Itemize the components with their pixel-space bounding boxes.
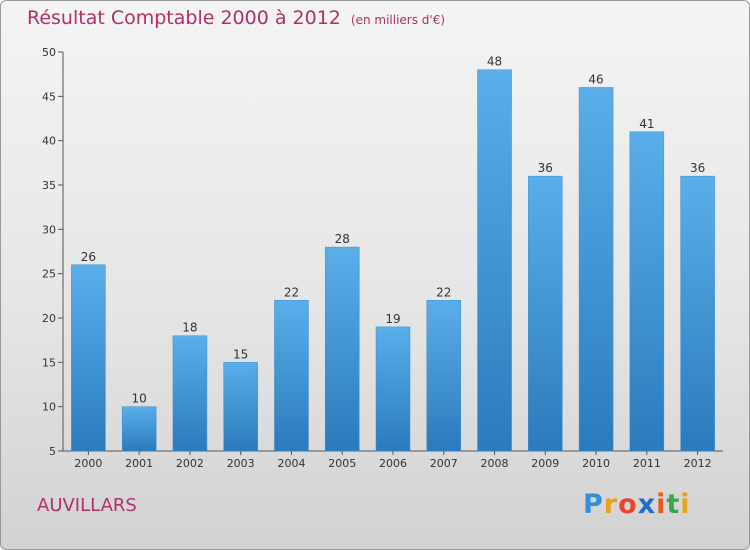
x-tick-label-2005: 2005	[328, 457, 356, 470]
y-tick-label: 40	[42, 135, 56, 148]
value-label-2010: 46	[588, 72, 603, 86]
bar-2001	[121, 406, 157, 452]
y-tick-label: 5	[49, 445, 56, 458]
bar-2003	[223, 362, 258, 452]
chart-title-text: Résultat Comptable 2000 à 2012	[27, 7, 341, 29]
bar-2007	[426, 300, 462, 452]
brand-letter: o	[618, 489, 638, 520]
brand-letter: r	[603, 489, 619, 520]
brand-letter: t	[666, 489, 681, 520]
y-tick-label: 35	[42, 179, 56, 192]
brand-letter: i	[656, 489, 667, 520]
place-name: AUVILLARS	[37, 495, 137, 516]
chart-title: Résultat Comptable 2000 à 2012 (en millie…	[27, 7, 445, 29]
brand-letter: P	[583, 489, 604, 520]
value-label-2002: 18	[182, 321, 197, 335]
bar-2010	[578, 87, 614, 452]
value-label-2003: 15	[233, 347, 248, 361]
x-tick-label-2008: 2008	[481, 457, 509, 470]
y-tick-label: 30	[42, 223, 56, 236]
x-tick-label-2003: 2003	[227, 457, 255, 470]
value-label-2007: 22	[436, 285, 451, 299]
value-label-2006: 19	[385, 312, 400, 326]
y-tick-label: 25	[42, 268, 56, 281]
brand-logo: Proxiti	[583, 489, 691, 520]
bar-2006	[375, 326, 411, 452]
x-tick-label-2004: 2004	[277, 457, 305, 470]
x-tick-label-2001: 2001	[125, 457, 153, 470]
value-label-2012: 36	[690, 161, 705, 175]
bar-2000	[71, 264, 106, 452]
bar-2002	[172, 335, 208, 452]
x-tick-label-2009: 2009	[531, 457, 559, 470]
bar-2009	[528, 175, 563, 452]
brand-letter: x	[637, 489, 657, 520]
x-tick-label-2011: 2011	[633, 457, 661, 470]
bar-2012	[680, 175, 715, 452]
chart-subtitle: (en milliers d'€)	[350, 13, 446, 27]
value-label-2011: 41	[639, 117, 654, 131]
y-tick-label: 20	[42, 312, 56, 325]
y-tick-label: 10	[42, 401, 56, 414]
x-tick-label-2002: 2002	[176, 457, 204, 470]
value-label-2005: 28	[335, 232, 350, 246]
brand-letter: i	[680, 489, 691, 520]
y-tick-label: 15	[42, 356, 56, 369]
value-label-2001: 10	[132, 392, 147, 406]
y-tick-label: 50	[42, 46, 56, 59]
x-tick-label-2007: 2007	[430, 457, 458, 470]
x-tick-label-2006: 2006	[379, 457, 407, 470]
bar-2005	[324, 246, 360, 452]
bar-2011	[629, 131, 665, 452]
value-label-2000: 26	[81, 250, 96, 264]
value-label-2008: 48	[487, 55, 502, 69]
bar-2004	[274, 300, 309, 452]
chart-labels: 2000 26 2001 10 2002 18 2003 15 2004 22 2005 28 2006…	[74, 55, 711, 470]
x-tick-label-2000: 2000	[74, 457, 102, 470]
x-tick-label-2012: 2012	[684, 457, 712, 470]
value-label-2009: 36	[538, 161, 553, 175]
value-label-2004: 22	[284, 285, 299, 299]
x-tick-label-2010: 2010	[582, 457, 610, 470]
y-tick-label: 45	[42, 90, 56, 103]
bar-2008	[477, 69, 512, 452]
chart-bars	[71, 69, 715, 452]
